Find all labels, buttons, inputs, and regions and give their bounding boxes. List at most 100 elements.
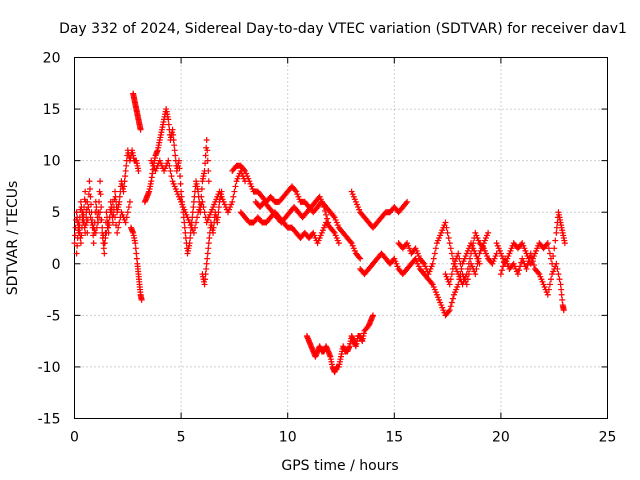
series-run-j [252,193,332,226]
data-point-marker [204,157,211,164]
data-point-marker [171,147,178,154]
data-point-marker [126,198,133,205]
data-point-marker [177,173,184,180]
data-point-marker [82,229,89,236]
data-point-marker [524,262,531,269]
data-point-marker [93,224,100,231]
y-tick-label: 10 [43,154,61,170]
data-point-marker [190,204,197,211]
data-point-marker [123,162,130,169]
data-point-marker [203,265,210,272]
data-point-marker [193,219,200,226]
data-point-marker [165,121,172,128]
x-axis-label: GPS time / hours [281,458,398,474]
data-point-marker [558,286,565,293]
data-point-marker [101,250,108,257]
data-points [71,90,568,376]
data-point-marker [535,269,542,276]
data-point-marker [171,142,178,149]
data-point-marker [98,216,105,223]
data-point-marker [465,271,472,278]
data-point-marker [116,193,123,200]
series-run-b [73,198,133,257]
data-point-marker [557,281,564,288]
x-tick-label: 10 [279,430,297,446]
data-point-marker [106,214,113,221]
x-tick-label: 25 [599,430,617,446]
data-point-marker [550,253,557,260]
data-point-marker [444,229,451,236]
data-point-marker [215,204,222,211]
data-point-marker [446,240,453,247]
data-point-marker [201,281,208,288]
data-point-marker [446,307,453,314]
data-point-marker [464,276,471,283]
data-point-marker [198,186,205,193]
data-point-marker [470,240,477,247]
data-point-marker [86,178,93,185]
data-point-marker [82,188,89,195]
data-point-marker [240,166,247,173]
data-point-marker [116,219,123,226]
y-tick-label: -5 [47,308,61,324]
data-point-marker [430,255,437,262]
data-point-marker [203,260,210,267]
data-point-marker [556,276,563,283]
x-tick-label: 20 [492,430,510,446]
data-point-marker [204,255,211,262]
data-point-marker [170,137,177,144]
axis-ticks: 0 5 10 15 20 25 -15 -10 -5 0 5 10 15 20 [38,51,617,446]
data-point-marker [458,265,465,272]
data-point-marker [548,276,555,283]
data-point-marker [135,167,142,174]
data-point-marker [103,229,110,236]
data-point-marker [500,263,507,270]
x-tick-label: 15 [385,430,403,446]
series-run-c [127,224,145,303]
data-point-marker [137,126,144,133]
data-point-marker [544,240,551,247]
data-point-marker [215,209,222,216]
data-point-marker [320,204,327,211]
data-point-marker [232,183,239,190]
data-point-marker [445,235,452,241]
data-point-marker [190,198,197,205]
data-point-marker [85,204,92,211]
data-point-marker [82,222,89,229]
data-point-marker [177,180,184,187]
data-point-marker [112,188,119,195]
data-point-marker [97,191,104,198]
data-point-marker [97,178,104,185]
data-point-marker [456,255,463,262]
series-run-p [493,209,568,267]
data-point-marker [498,267,505,274]
data-point-marker [73,250,80,257]
data-point-marker [448,271,455,278]
series-run-k [303,312,376,376]
data-point-marker [84,198,91,205]
data-point-marker [190,229,197,236]
data-point-marker [92,229,99,236]
data-point-marker [559,296,566,303]
data-point-marker [194,214,201,221]
data-point-marker [551,245,558,252]
data-point-marker [102,235,109,241]
data-point-marker [87,214,94,221]
data-point-marker [442,219,449,226]
series-run-q [497,250,567,314]
data-point-marker [176,165,183,172]
data-point-marker [544,291,551,298]
data-point-marker [94,219,101,226]
data-point-marker [204,147,211,154]
data-point-marker [172,152,179,159]
data-point-marker [448,299,455,306]
data-point-marker [181,219,188,226]
data-point-marker [189,209,196,216]
data-point-marker [125,204,132,211]
data-point-marker [214,219,221,226]
data-point-marker [120,188,127,195]
data-point-marker [554,265,561,272]
data-point-marker [545,286,552,293]
x-tick-label: 0 [70,430,79,446]
series-run-e [141,106,212,257]
